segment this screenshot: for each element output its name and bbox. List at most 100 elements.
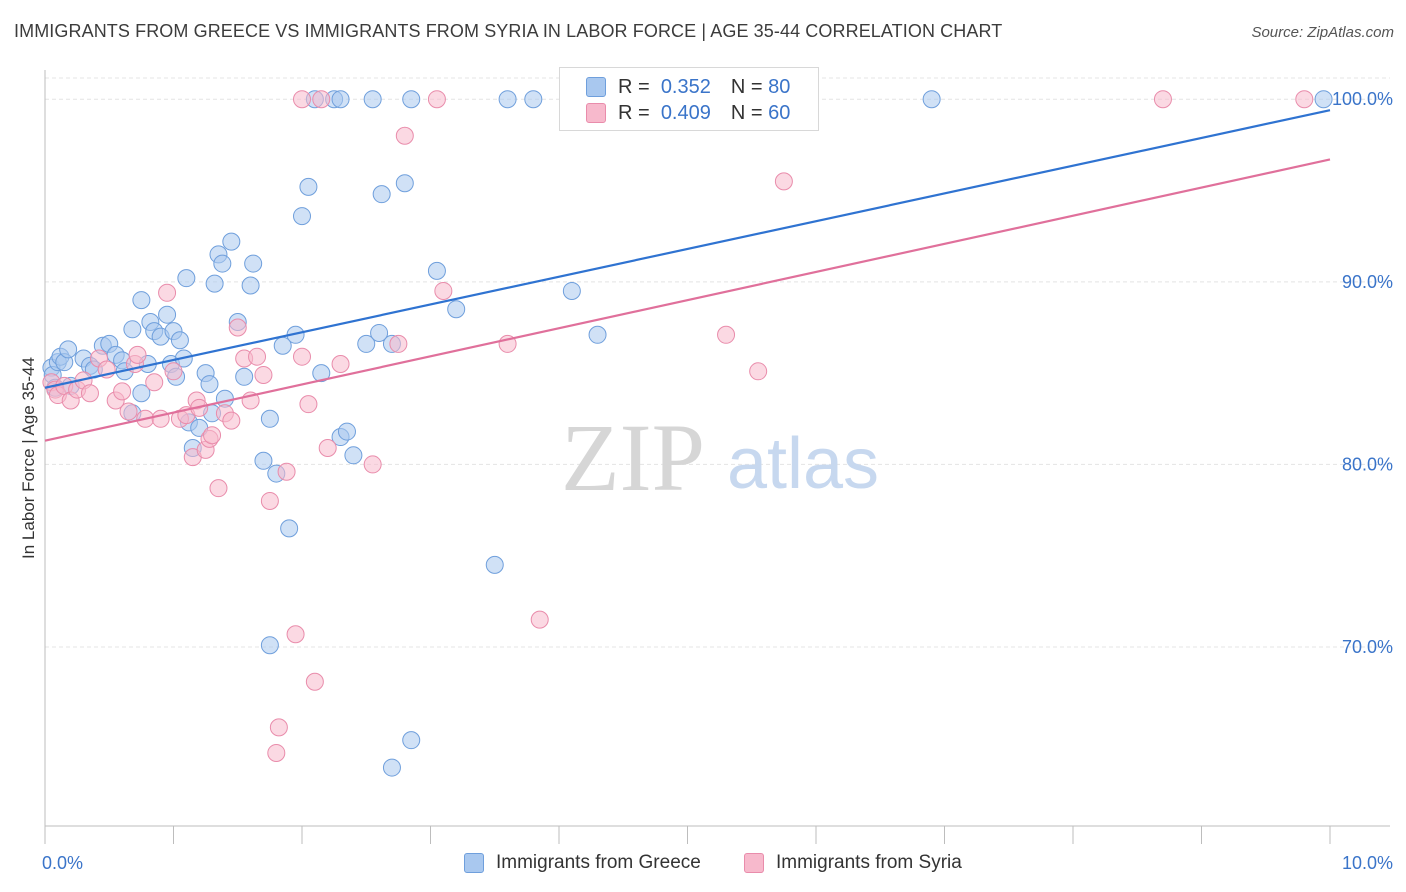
greece-point — [241, 276, 260, 295]
syria-point — [312, 90, 331, 109]
greece-point — [402, 731, 421, 750]
syria-point — [434, 281, 453, 300]
greece-point — [254, 451, 273, 470]
greece-point — [485, 555, 504, 574]
r-value: 0.409 — [660, 101, 711, 124]
greece-point — [337, 422, 356, 441]
greece-point — [213, 254, 232, 273]
syria-point — [717, 325, 736, 344]
watermark-atlas: atlas — [727, 424, 879, 504]
syria-point — [299, 395, 318, 414]
y-axis-label: In Labor Force | Age 35-44 — [19, 357, 38, 559]
greece-point — [382, 758, 401, 777]
greece-point — [222, 232, 241, 251]
greece-point — [363, 90, 382, 109]
syria-trend-line — [44, 158, 1331, 442]
syria-point — [222, 411, 241, 430]
greece-point — [299, 177, 318, 196]
greece-point — [498, 90, 517, 109]
greece-legend-label: Immigrants from Greece — [496, 852, 701, 873]
greece-point — [260, 409, 279, 428]
syria-point — [277, 462, 296, 481]
greece-point — [244, 254, 263, 273]
syria-point — [1295, 90, 1314, 109]
syria-point — [248, 347, 267, 366]
series-legend-syria: Immigrants from Syria — [744, 852, 962, 874]
syria-point — [113, 382, 132, 401]
greece-trend-line — [44, 109, 1331, 389]
syria-point — [774, 172, 793, 191]
greece-point — [1314, 90, 1333, 109]
r-label: R = — [618, 101, 650, 124]
axes — [44, 70, 1390, 844]
greece-point — [402, 90, 421, 109]
greece-point — [200, 375, 219, 394]
greece-point — [922, 90, 941, 109]
syria-point — [145, 373, 164, 392]
greece-point — [123, 320, 142, 339]
r-value: 0.352 — [660, 75, 711, 98]
syria-point — [749, 362, 768, 381]
syria-point — [228, 318, 247, 337]
greece-point — [132, 291, 151, 310]
syria-swatch — [586, 103, 606, 123]
n-value: 80 — [768, 75, 791, 98]
greece-point — [170, 331, 189, 350]
syria-point — [119, 402, 138, 421]
syria-point — [331, 355, 350, 373]
greece-point — [372, 185, 391, 204]
y-tick-label: 90.0% — [1342, 272, 1393, 292]
greece-point — [293, 207, 311, 226]
syria-point — [158, 283, 177, 302]
greece-point — [447, 300, 466, 319]
greece-legend-swatch — [464, 853, 484, 873]
y-tick-label: 70.0% — [1342, 637, 1393, 657]
greece-swatch — [586, 77, 606, 97]
greece-point — [357, 334, 376, 353]
series-legend-greece: Immigrants from Greece — [464, 852, 701, 874]
greece-point — [59, 340, 78, 359]
n-label: N = — [730, 75, 763, 98]
syria-point — [305, 672, 324, 691]
syria-point — [1153, 90, 1172, 109]
greece-point — [427, 261, 446, 280]
y-tick-label: 80.0% — [1342, 454, 1393, 474]
watermark-zip: ZIP — [561, 404, 705, 511]
chart-title: IMMIGRANTS FROM GREECE VS IMMIGRANTS FRO… — [14, 21, 1003, 41]
syria-point — [209, 479, 228, 498]
syria-legend-label: Immigrants from Syria — [776, 852, 962, 873]
greece-point — [260, 636, 279, 655]
syria-point — [80, 384, 99, 403]
syria-point — [128, 345, 147, 364]
greece-point — [370, 323, 389, 342]
syria-point — [203, 426, 222, 445]
syria-point — [363, 455, 382, 474]
r-label: R = — [618, 75, 650, 98]
tick-labels: 70.0% 80.0% 90.0% 100.0% 0.0% 10.0% — [42, 89, 1393, 873]
n-label: N = — [730, 101, 763, 124]
syria-point — [530, 610, 549, 629]
syria-point — [269, 718, 288, 737]
x-tick-label-min: 0.0% — [42, 853, 83, 873]
greece-point — [177, 269, 196, 288]
syria-point — [254, 365, 273, 384]
greece-point — [280, 519, 299, 538]
greece-point — [344, 446, 363, 465]
syria-point — [427, 90, 446, 109]
syria-point — [293, 347, 311, 366]
y-tick-label: 100.0% — [1332, 89, 1393, 109]
greece-point — [312, 364, 331, 383]
correlation-legend: R = 0.352 N = 80 R = 0.409 N = 60 — [559, 67, 819, 131]
greece-point — [524, 90, 543, 109]
greece-point — [331, 90, 350, 109]
syria-point — [286, 625, 305, 644]
greece-point — [205, 274, 224, 293]
syria-point — [389, 334, 408, 353]
syria-point — [164, 362, 183, 381]
greece-point — [588, 325, 607, 344]
syria-point — [267, 743, 286, 762]
syria-point — [260, 491, 279, 510]
syria-point — [151, 409, 170, 428]
n-value: 60 — [768, 101, 791, 124]
